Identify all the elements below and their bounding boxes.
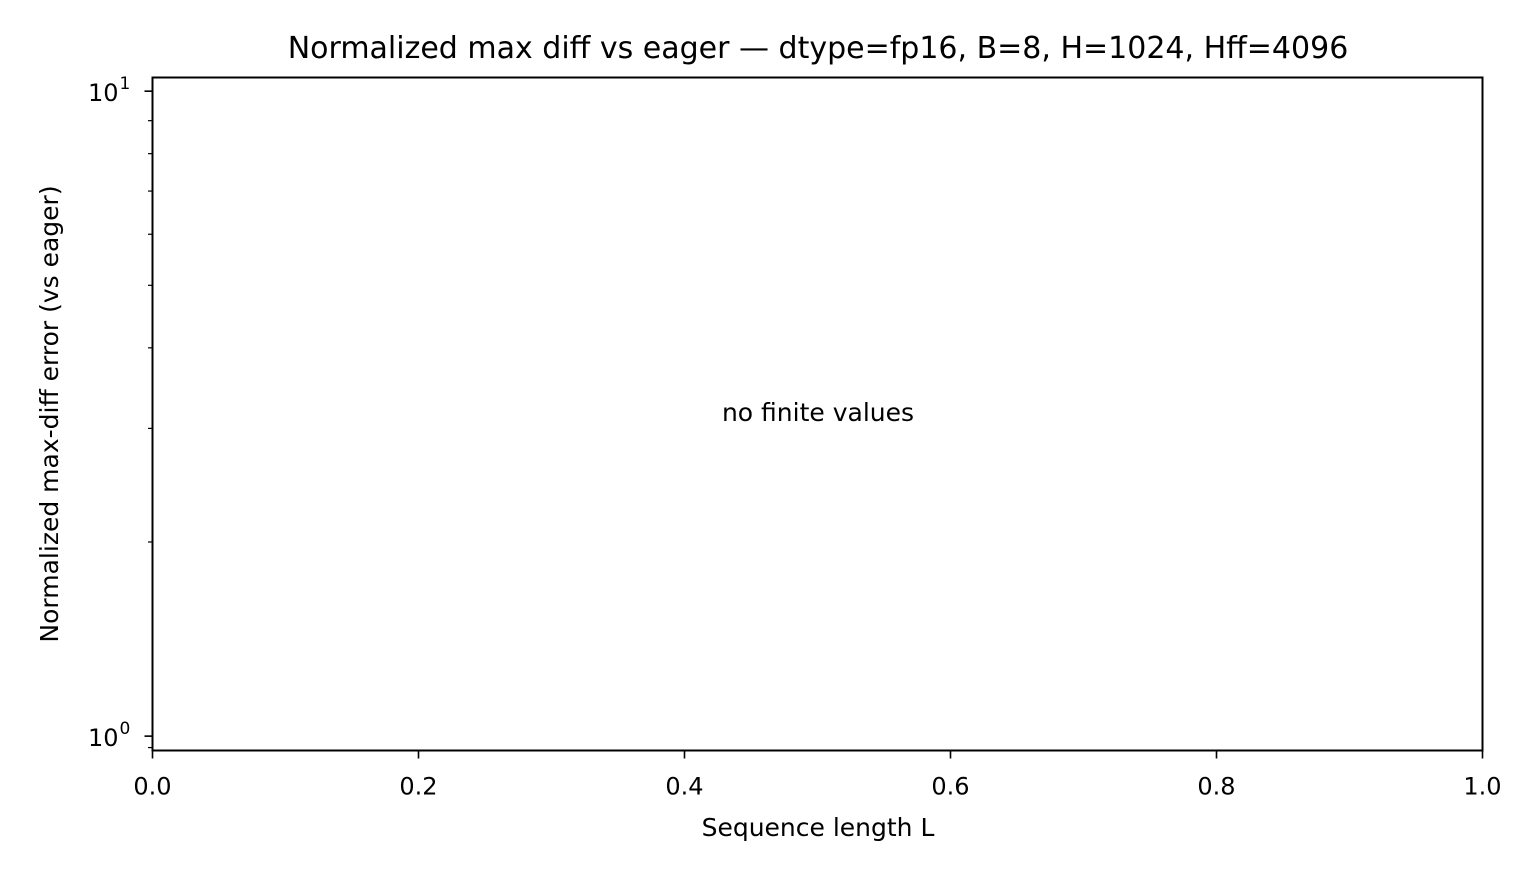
no-data-annotation: no finite values: [722, 398, 914, 427]
y-axis-label: Normalized max-diff error (vs eager): [35, 185, 64, 642]
chart-title: Normalized max diff vs eager — dtype=fp1…: [288, 31, 1349, 66]
y-tick-label: 10: [88, 79, 119, 107]
x-tick-label: 0.4: [665, 773, 703, 801]
y-tick-exponent: 0: [120, 719, 131, 739]
x-tick-label: 0.6: [931, 773, 969, 801]
y-tick-exponent: 1: [120, 74, 131, 94]
y-tick-label: 10: [88, 724, 119, 752]
plot-area: [151, 76, 1484, 752]
x-tick-label: 0.2: [399, 773, 437, 801]
x-tick-label: 0.0: [133, 773, 171, 801]
x-tick-label: 0.8: [1197, 773, 1235, 801]
x-axis-label: Sequence length L: [702, 813, 935, 842]
x-tick-label: 1.0: [1463, 773, 1501, 801]
x-axis: 0.0 0.2 0.4 0.6 0.8 1.0: [133, 750, 1502, 801]
y-axis-minor-ticks: [148, 120, 153, 749]
